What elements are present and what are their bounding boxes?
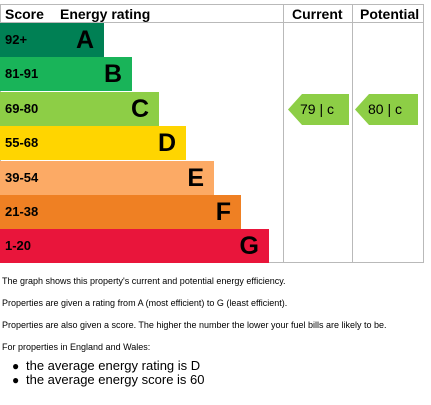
band-score-a: 92+ <box>0 23 48 57</box>
current-rating-arrow: 79 | c <box>288 94 349 125</box>
potential-rating-arrow: 80 | c <box>355 94 418 125</box>
current-arrow-shape <box>288 94 349 125</box>
list-item: ● the average energy rating is D <box>12 358 422 374</box>
band-bar-d: D <box>48 126 186 160</box>
potential-header: Potential <box>360 6 420 22</box>
band-bar-c: C <box>48 92 159 126</box>
band-letter-g: G <box>239 232 259 260</box>
notes-section: The graph shows this property's current … <box>2 276 422 387</box>
band-bar-f: F <box>48 195 241 229</box>
band-score-b: 81-91 <box>0 57 48 91</box>
energy-rating-header: Energy rating <box>60 6 151 22</box>
bullet-icon: ● <box>12 373 20 387</box>
band-score-f: 21-38 <box>0 195 48 229</box>
note-score-explanation: Properties are also given a score. The h… <box>2 320 387 330</box>
band-score-c: 69-80 <box>0 92 48 126</box>
potential-rating-label: 80 | c <box>368 101 402 117</box>
note-rating-scale: Properties are given a rating from A (mo… <box>2 298 288 308</box>
current-rating-label: 79 | c <box>300 101 334 117</box>
band-letter-c: C <box>130 95 149 123</box>
band-bar-e: E <box>48 161 214 195</box>
average-score-text: the average energy score is 60 <box>26 372 205 387</box>
average-list: ● the average energy rating is D ● the ave… <box>2 358 422 388</box>
band-bar-b: B <box>48 57 132 91</box>
current-header: Current <box>292 6 343 22</box>
band-score-e: 39-54 <box>0 161 48 195</box>
band-bar-g: G <box>48 229 269 263</box>
band-letter-b: B <box>103 60 122 88</box>
band-score-g: 1-20 <box>0 229 48 263</box>
score-header: Score <box>5 6 44 22</box>
band-letter-d: D <box>157 129 176 157</box>
average-rating-text: the average energy rating is D <box>26 358 201 373</box>
note-graph-description: The graph shows this property's current … <box>2 276 286 286</box>
band-score-d: 55-68 <box>0 126 48 160</box>
band-letter-e: E <box>187 164 204 192</box>
band-letter-a: A <box>75 26 94 54</box>
list-item: ● the average energy score is 60 <box>12 372 422 388</box>
potential-arrow-shape <box>355 94 418 125</box>
band-letter-f: F <box>215 198 231 226</box>
band-bar-a: A <box>48 23 104 57</box>
energy-rating-chart: Score Energy rating Current Potential 92… <box>0 4 424 263</box>
note-england-wales: For properties in England and Wales: <box>2 342 151 352</box>
bullet-icon: ● <box>12 359 20 373</box>
